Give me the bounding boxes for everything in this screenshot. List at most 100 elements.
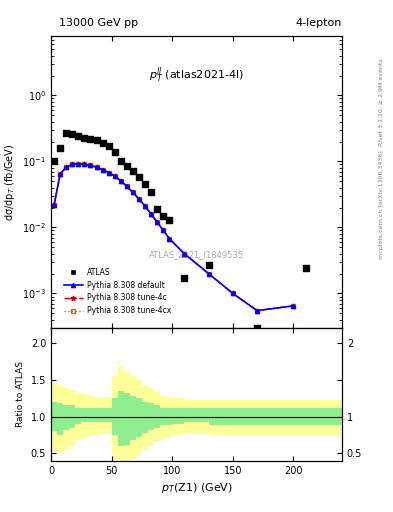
Pythia 8.308 tune-4c (82, 161, 87, 167)
Pythia 8.308 tune-4cx (130, 189, 135, 196)
Pythia 8.308 default (291, 303, 296, 309)
X-axis label: $p_T$(Z1) (GeV): $p_T$(Z1) (GeV) (160, 481, 233, 495)
Pythia 8.308 default (58, 170, 62, 177)
Pythia 8.308 tune-4c (118, 178, 123, 184)
Pythia 8.308 tune-4c (137, 196, 141, 202)
Pythia 8.308 tune-4cx (58, 170, 62, 177)
Pythia 8.308 tune-4c (130, 189, 135, 196)
Pythia 8.308 default (161, 227, 165, 233)
ATLAS (99, 139, 106, 147)
Pythia 8.308 default (167, 236, 172, 242)
Pythia 8.308 tune-4c (143, 203, 147, 209)
Pythia 8.308 default (82, 161, 87, 167)
Pythia 8.308 tune-4cx (94, 164, 99, 170)
ATLAS (118, 157, 124, 165)
ATLAS (206, 261, 212, 269)
Line: Pythia 8.308 default: Pythia 8.308 default (52, 162, 296, 313)
Pythia 8.308 tune-4c (52, 202, 57, 208)
ATLAS (166, 216, 173, 224)
Pythia 8.308 default (100, 166, 105, 173)
Text: ATLAS_2021_I1849535: ATLAS_2021_I1849535 (149, 250, 244, 260)
Pythia 8.308 tune-4cx (118, 178, 123, 184)
Pythia 8.308 tune-4c (182, 251, 187, 257)
Text: $p_T^{ll}$ (atlas2021-4l): $p_T^{ll}$ (atlas2021-4l) (149, 65, 244, 84)
Pythia 8.308 tune-4c (94, 164, 99, 170)
Pythia 8.308 tune-4cx (231, 290, 235, 296)
Pythia 8.308 tune-4c (76, 161, 81, 167)
Pythia 8.308 default (143, 203, 147, 209)
Pythia 8.308 default (52, 202, 57, 208)
Pythia 8.308 tune-4cx (143, 203, 147, 209)
Pythia 8.308 default (88, 162, 93, 168)
Pythia 8.308 tune-4cx (64, 164, 69, 170)
Pythia 8.308 tune-4c (58, 170, 62, 177)
Pythia 8.308 default (76, 161, 81, 167)
Pythia 8.308 default (118, 178, 123, 184)
Pythia 8.308 default (206, 270, 211, 276)
ATLAS (105, 142, 112, 151)
ATLAS (75, 132, 81, 140)
Pythia 8.308 default (231, 290, 235, 296)
Pythia 8.308 tune-4cx (182, 251, 187, 257)
Pythia 8.308 tune-4c (125, 183, 129, 189)
Pythia 8.308 tune-4c (167, 236, 172, 242)
ATLAS (94, 136, 100, 144)
ATLAS (160, 212, 166, 220)
ATLAS (63, 129, 70, 137)
Pythia 8.308 tune-4c (149, 211, 153, 217)
ATLAS (303, 264, 309, 272)
ATLAS (87, 135, 94, 143)
Y-axis label: dσ/dp$_T$ (fb/GeV): dσ/dp$_T$ (fb/GeV) (3, 143, 17, 221)
Pythia 8.308 default (112, 173, 117, 179)
Pythia 8.308 default (182, 251, 187, 257)
Pythia 8.308 default (125, 183, 129, 189)
Pythia 8.308 tune-4c (106, 169, 111, 176)
Pythia 8.308 tune-4cx (106, 169, 111, 176)
ATLAS (254, 324, 260, 332)
ATLAS (124, 162, 130, 170)
Pythia 8.308 tune-4cx (100, 166, 105, 173)
Pythia 8.308 tune-4cx (161, 227, 165, 233)
Y-axis label: Ratio to ATLAS: Ratio to ATLAS (16, 361, 25, 428)
Pythia 8.308 tune-4c (88, 162, 93, 168)
Text: 13000 GeV pp: 13000 GeV pp (59, 18, 138, 28)
ATLAS (148, 187, 154, 196)
ATLAS (181, 274, 187, 283)
Pythia 8.308 tune-4c (64, 164, 69, 170)
Pythia 8.308 tune-4cx (88, 162, 93, 168)
Pythia 8.308 tune-4c (255, 308, 259, 314)
Pythia 8.308 default (106, 169, 111, 176)
Pythia 8.308 default (94, 164, 99, 170)
Pythia 8.308 tune-4c (155, 219, 160, 225)
Pythia 8.308 tune-4c (291, 303, 296, 309)
Legend: ATLAS, Pythia 8.308 default, Pythia 8.308 tune-4c, Pythia 8.308 tune-4cx: ATLAS, Pythia 8.308 default, Pythia 8.30… (61, 265, 174, 318)
Pythia 8.308 default (137, 196, 141, 202)
Pythia 8.308 tune-4cx (125, 183, 129, 189)
Text: mcplots.cern.ch [arXiv:1306.3436]: mcplots.cern.ch [arXiv:1306.3436] (379, 151, 384, 259)
Pythia 8.308 tune-4cx (70, 161, 75, 167)
Pythia 8.308 tune-4cx (82, 161, 87, 167)
Pythia 8.308 tune-4cx (137, 196, 141, 202)
Pythia 8.308 tune-4cx (76, 161, 81, 167)
ATLAS (154, 205, 160, 213)
Pythia 8.308 tune-4cx (291, 303, 296, 309)
Pythia 8.308 tune-4cx (149, 211, 153, 217)
Pythia 8.308 default (64, 164, 69, 170)
ATLAS (142, 180, 148, 188)
Pythia 8.308 tune-4cx (255, 308, 259, 314)
Pythia 8.308 default (149, 211, 153, 217)
ATLAS (136, 173, 142, 181)
Pythia 8.308 tune-4c (100, 166, 105, 173)
Pythia 8.308 tune-4cx (155, 219, 160, 225)
ATLAS (81, 134, 88, 142)
Pythia 8.308 default (130, 189, 135, 196)
Text: Rivet 3.1.10, ≥ 2.9M events: Rivet 3.1.10, ≥ 2.9M events (379, 58, 384, 146)
Pythia 8.308 tune-4cx (112, 173, 117, 179)
ATLAS (112, 148, 118, 156)
Pythia 8.308 tune-4cx (206, 270, 211, 276)
ATLAS (69, 130, 75, 138)
Pythia 8.308 tune-4c (161, 227, 165, 233)
ATLAS (130, 167, 136, 175)
Pythia 8.308 default (70, 161, 75, 167)
ATLAS (57, 144, 63, 152)
